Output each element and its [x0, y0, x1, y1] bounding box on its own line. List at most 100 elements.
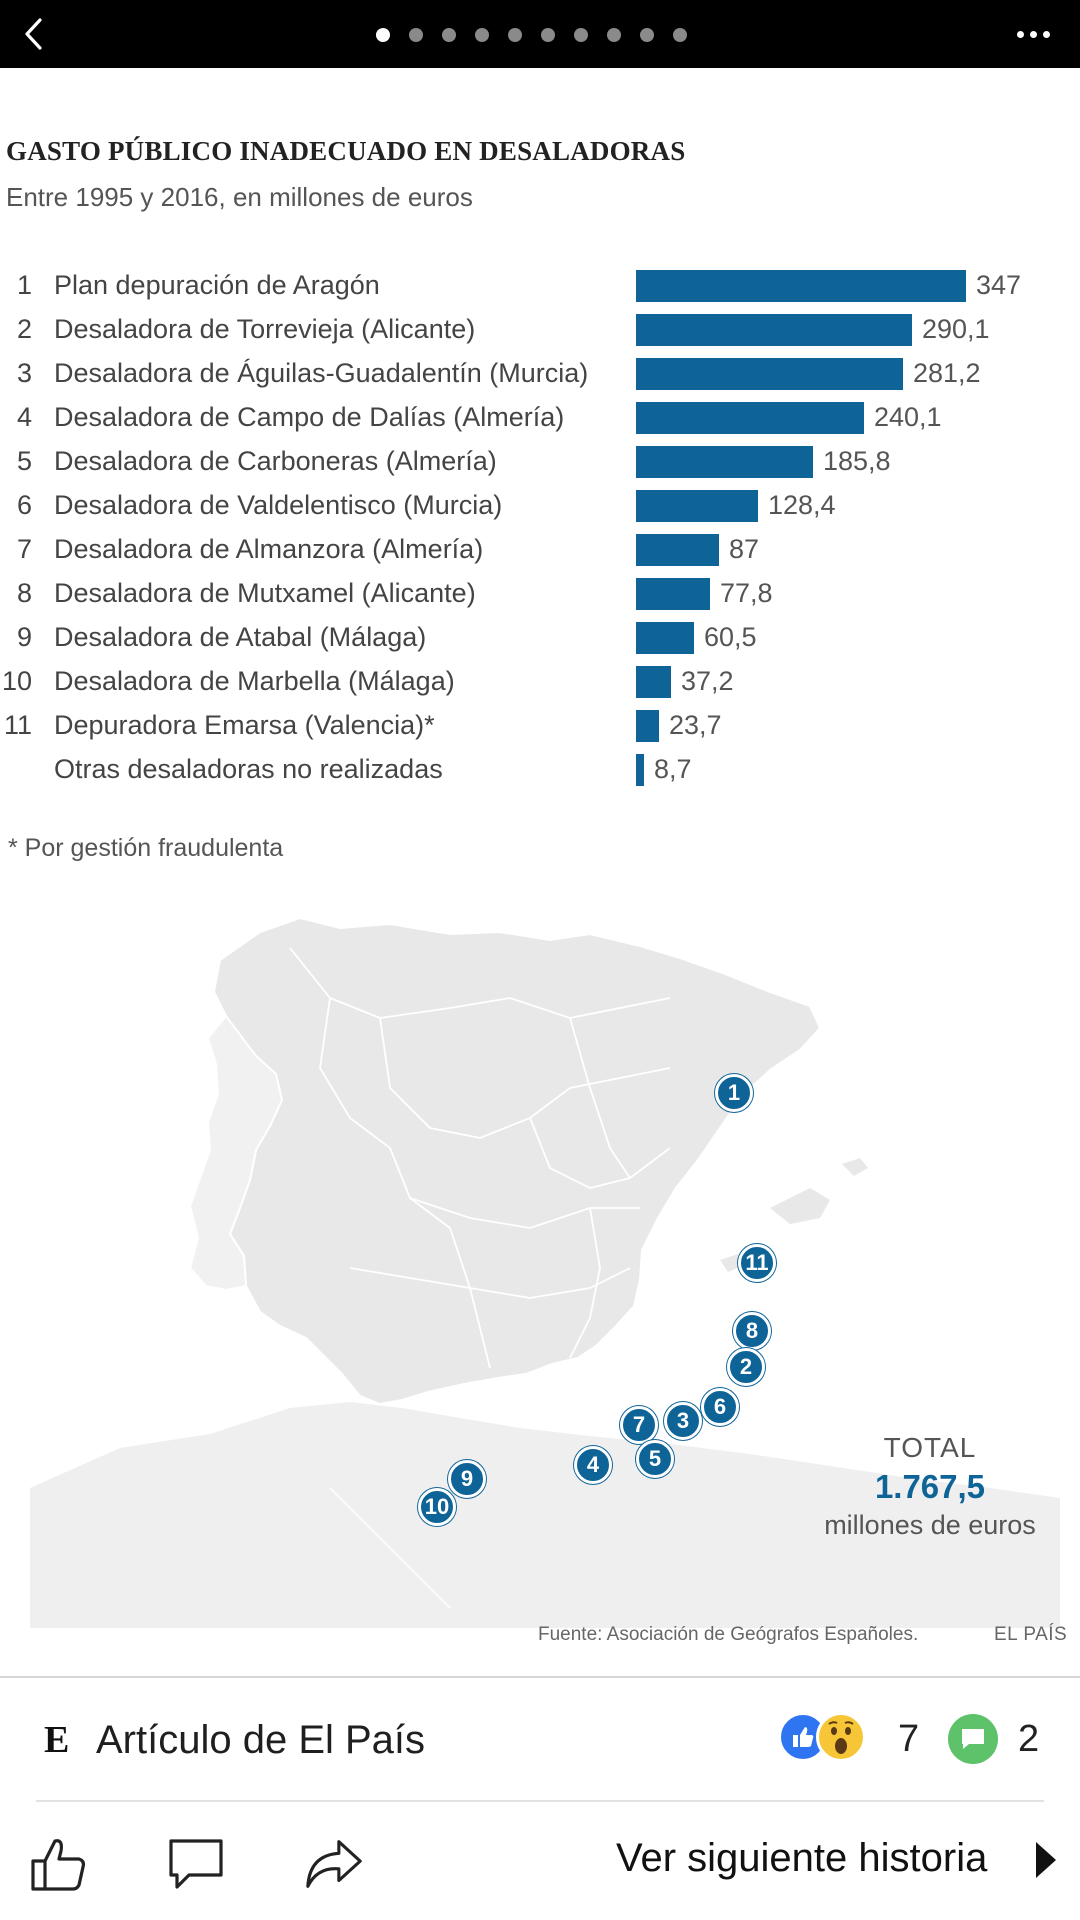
action-bar: Ver siguiente historia — [0, 1802, 1080, 1920]
balearic-islands-shape — [720, 1254, 742, 1272]
bar-label: Desaladora de Almanzora (Almería) — [54, 534, 484, 564]
portugal-shape — [188, 1014, 284, 1292]
bar — [636, 446, 813, 478]
bar — [636, 754, 644, 786]
page-dot — [508, 28, 522, 42]
bar-rank: 5 — [16, 446, 32, 476]
bar-row: 6 Desaladora de Valdelentisco (Murcia) 128… — [0, 484, 1080, 528]
bar-label: Desaladora de Mutxamel (Alicante) — [54, 578, 476, 608]
bar-rank: 1 — [16, 270, 32, 300]
source-credit: Fuente: Asociación de Geógrafos Españole… — [538, 1624, 919, 1645]
more-dot-icon — [1042, 30, 1050, 38]
total-units: millones de euros — [824, 1510, 1036, 1540]
bar — [636, 358, 903, 390]
bar-row: 11 Depuradora Emarsa (Valencia)* 23,7 — [0, 704, 1080, 748]
bar — [636, 666, 671, 698]
page-dot-active — [376, 28, 390, 42]
comment-button[interactable] — [164, 1832, 228, 1896]
bar-row: 7 Desaladora de Almanzora (Almería) 87 — [0, 528, 1080, 572]
bar-label: Depuradora Emarsa (Valencia)* — [54, 710, 435, 740]
page-dot — [640, 28, 654, 42]
thumbs-up-icon — [31, 1839, 86, 1891]
bar-value-label: 77,8 — [720, 578, 773, 608]
bar-label: Desaladora de Valdelentisco (Murcia) — [54, 490, 503, 520]
comment-count: 2 — [1018, 1718, 1040, 1760]
next-story-button[interactable]: Ver siguiente historia — [616, 1836, 988, 1880]
bar-value-label: 240,1 — [874, 402, 942, 432]
north-africa-shape — [30, 1402, 1060, 1628]
map-marker[interactable]: 8 — [733, 1312, 771, 1350]
comment-icon — [948, 1714, 998, 1764]
like-button[interactable] — [26, 1832, 90, 1896]
spain-map — [30, 916, 1060, 1628]
region-borders — [289, 947, 671, 1369]
map-marker[interactable]: 4 — [574, 1446, 612, 1484]
bar-row: 5 Desaladora de Carboneras (Almería) 185,8 — [0, 440, 1080, 484]
bar-label: Desaladora de Torrevieja (Alicante) — [54, 314, 476, 344]
bar-label: Desaladora de Carboneras (Almería) — [54, 446, 497, 476]
bar-row: 2 Desaladora de Torrevieja (Alicante) 290,… — [0, 308, 1080, 352]
map-marker[interactable]: 2 — [727, 1348, 765, 1386]
bar — [636, 710, 659, 742]
map-marker[interactable]: 11 — [738, 1244, 776, 1282]
map-marker[interactable]: 3 — [664, 1402, 702, 1440]
bar-row: 10 Desaladora de Marbella (Málaga) 37,2 — [0, 660, 1080, 704]
play-arrow-icon[interactable] — [1034, 1840, 1058, 1880]
bar — [636, 622, 694, 654]
bar-rank: 11 — [3, 710, 32, 740]
map-marker[interactable]: 7 — [620, 1406, 658, 1444]
bar-label: Desaladora de Campo de Dalías (Almería) — [54, 402, 565, 432]
total-label: TOTAL — [883, 1432, 977, 1463]
bar — [636, 402, 864, 434]
article-link[interactable]: Artículo de El País — [96, 1718, 426, 1762]
article-row[interactable]: E Artículo de El País 7 2 — [0, 1680, 1080, 1800]
bar-rank: 6 — [16, 490, 32, 520]
bar-value-label: 290,1 — [922, 314, 990, 344]
more-options-button[interactable] — [1008, 22, 1058, 46]
share-arrow-icon — [306, 1840, 362, 1888]
map-marker[interactable]: 5 — [636, 1440, 674, 1478]
comment-bubble-icon — [169, 1839, 223, 1889]
el-pais-logo: E — [44, 1719, 70, 1761]
bar-rank: 3 — [16, 358, 32, 388]
total-value: 1.767,5 — [874, 1468, 986, 1505]
graphic-subtitle: Entre 1995 y 2016, en millones de euros — [6, 182, 473, 212]
bar-rank: 4 — [16, 402, 32, 432]
bar-row: Otras desaladoras no realizadas 8,7 — [0, 748, 1080, 792]
more-dot-icon — [1029, 30, 1037, 38]
bar-rank: 10 — [1, 666, 32, 696]
publisher-brand: EL PAÍS — [994, 1624, 1068, 1645]
bar-value-label: 23,7 — [669, 710, 722, 740]
bar-value-label: 8,7 — [654, 754, 692, 784]
map-marker[interactable]: 1 — [715, 1074, 753, 1112]
bar-label: Desaladora de Atabal (Málaga) — [54, 622, 427, 652]
bar-rank: 9 — [16, 622, 32, 652]
bar — [636, 578, 710, 610]
chevron-left-icon — [25, 18, 42, 50]
bar-row: 8 Desaladora de Mutxamel (Alicante) 77,8 — [0, 572, 1080, 616]
top-bar — [0, 0, 1080, 68]
map-marker[interactable]: 9 — [448, 1460, 486, 1498]
graphic-title: GASTO PÚBLICO INADECUADO EN DESALADORAS — [6, 136, 686, 166]
bar-row: 4 Desaladora de Campo de Dalías (Almería)… — [0, 396, 1080, 440]
bar-label: Desaladora de Águilas-Guadalentín (Murci… — [54, 358, 589, 388]
page-dot — [673, 28, 687, 42]
total-summary: TOTAL 1.767,5 millones de euros — [790, 1432, 1070, 1541]
iberian-peninsula-shape — [212, 916, 822, 1406]
infographic[interactable]: GASTO PÚBLICO INADECUADO EN DESALADORAS … — [0, 68, 1080, 1676]
map-marker[interactable]: 6 — [701, 1388, 739, 1426]
page-dot — [475, 28, 489, 42]
bar-label: Plan depuración de Aragón — [54, 270, 380, 300]
bar-value-label: 185,8 — [823, 446, 891, 476]
map-marker[interactable]: 10 — [418, 1488, 456, 1526]
bar-value-label: 347 — [976, 270, 1022, 300]
page-dot — [442, 28, 456, 42]
bar-rank: 2 — [16, 314, 32, 344]
page-dot — [607, 28, 621, 42]
balearic-islands-shape — [770, 1188, 830, 1224]
page-dot — [409, 28, 423, 42]
back-button[interactable] — [14, 14, 54, 54]
more-dot-icon — [1016, 30, 1024, 38]
divider — [36, 1800, 1044, 1802]
share-button[interactable] — [302, 1832, 366, 1896]
